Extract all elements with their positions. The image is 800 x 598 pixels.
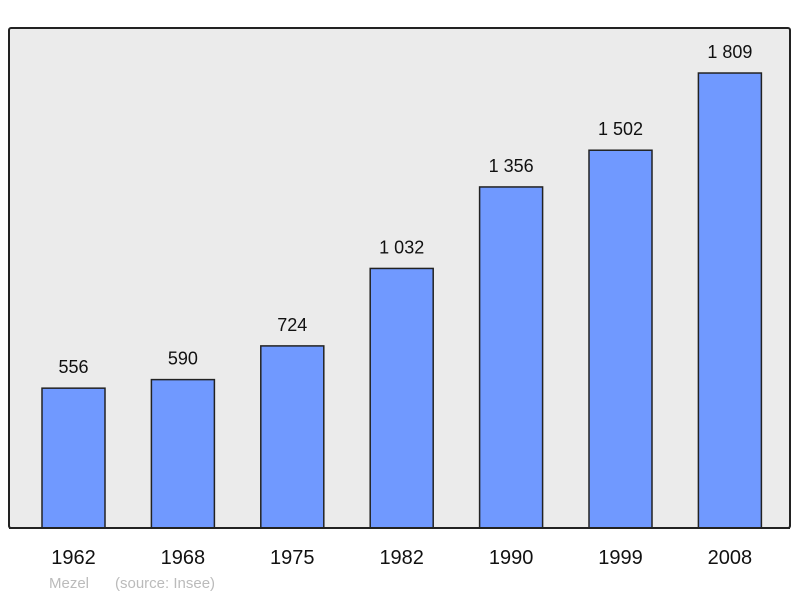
x-tick-label: 2008 xyxy=(708,547,753,569)
bar-1999 xyxy=(588,149,653,529)
bar-1962 xyxy=(41,387,106,529)
data-label: 1 356 xyxy=(489,156,534,176)
x-tick-label: 1962 xyxy=(51,547,96,569)
data-label: 1 809 xyxy=(707,42,752,62)
data-label: 1 502 xyxy=(598,119,643,139)
bar-1968 xyxy=(150,378,216,529)
bar-2008 xyxy=(697,72,763,529)
x-tick-label: 1982 xyxy=(379,547,424,569)
x-tick-label: 1990 xyxy=(489,547,534,569)
x-tick-label: 1999 xyxy=(598,547,643,569)
x-tick-label: 1975 xyxy=(270,547,315,569)
data-label: 1 032 xyxy=(379,237,424,257)
data-label: 590 xyxy=(168,349,198,369)
place-name: Mezel xyxy=(49,575,90,592)
x-tick-label: 1968 xyxy=(161,547,206,569)
bar-1990 xyxy=(478,186,544,529)
source-note: (source: Insee) xyxy=(115,575,216,592)
data-label: 724 xyxy=(277,315,307,335)
bar-1982 xyxy=(369,267,434,529)
bar-1975 xyxy=(260,345,325,529)
data-label: 556 xyxy=(58,357,88,377)
